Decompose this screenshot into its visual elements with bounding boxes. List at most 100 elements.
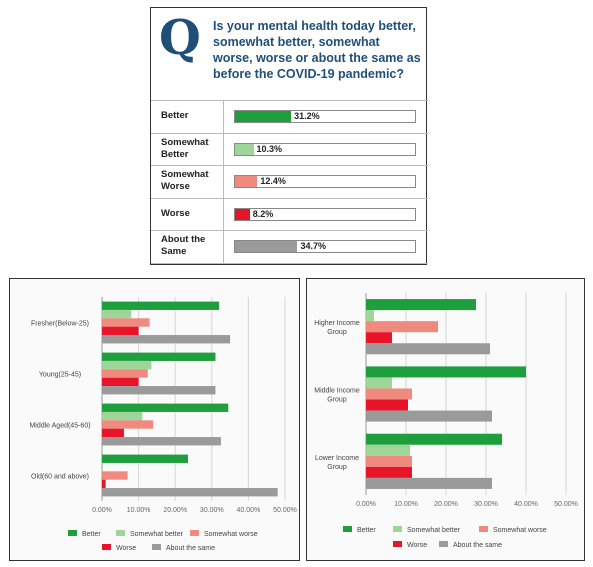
legend-label: Better xyxy=(357,527,376,534)
summary-row-divider xyxy=(223,101,224,134)
bar-better xyxy=(102,403,229,412)
legend-label: About the same xyxy=(166,545,215,552)
bar-worse xyxy=(366,399,408,411)
legend-label: Somewhat worse xyxy=(204,531,258,538)
bar-about-the-same xyxy=(366,477,492,489)
bar-somewhat-worse xyxy=(366,321,438,333)
summary-row-label: Somewhat Worse xyxy=(161,169,209,192)
bar-somewhat-better xyxy=(366,377,392,389)
summary-bar-track: 8.2% xyxy=(234,207,416,221)
summary-bar-track: 34.7% xyxy=(234,240,416,253)
legend-label: Somewhat worse xyxy=(493,527,547,534)
summary-row: About the Same 34.7% xyxy=(151,230,428,264)
legend-swatch xyxy=(152,544,161,550)
age-group-chart: 0.00% 10.00% 20.00% 30.00% 40.00% 50.00% Fresh… xyxy=(29,297,297,552)
bar-somewhat-worse xyxy=(102,471,128,480)
legend-label: Worse xyxy=(407,542,427,549)
bar-somewhat-better xyxy=(366,444,410,456)
bar-somewhat-worse xyxy=(366,388,412,400)
summary-row-label: Somewhat Better xyxy=(161,136,209,160)
summary-bar-value: 8.2% xyxy=(252,208,274,219)
x-tick-label: 20.00% xyxy=(434,501,458,508)
summary-bar-fill xyxy=(235,111,292,122)
summary-row-divider xyxy=(223,166,224,199)
summary-bar-fill xyxy=(235,176,258,187)
category-label: Young(25-45) xyxy=(39,372,81,379)
bar-better xyxy=(366,299,476,311)
summary-bar-value: 34.7% xyxy=(300,241,326,251)
summary-bar-fill xyxy=(235,143,254,155)
bar-better xyxy=(102,352,216,361)
x-tick-label: 0.00% xyxy=(356,501,376,508)
bar-about-the-same xyxy=(102,386,216,395)
summary-bottom-rule xyxy=(151,262,428,264)
x-tick-label: 40.00% xyxy=(237,507,261,514)
bar-worse xyxy=(102,377,139,387)
category-label: Middle Aged(45-60) xyxy=(29,423,90,430)
summary-row-divider xyxy=(223,198,224,231)
bar-worse xyxy=(102,428,124,438)
bar-better xyxy=(102,454,189,463)
legend-label: Somewhat better xyxy=(407,527,461,534)
bar-worse xyxy=(366,466,412,478)
bar-somewhat-better xyxy=(102,411,143,421)
bar-somewhat-better xyxy=(366,310,374,322)
bar-about-the-same xyxy=(102,488,278,497)
bar-better xyxy=(366,433,502,445)
category-label: Lower Income Group xyxy=(315,455,359,471)
bar-worse xyxy=(102,479,106,489)
summary-bar-value: 10.3% xyxy=(256,143,283,154)
x-tick-label: 50.00% xyxy=(273,507,297,514)
bar-about-the-same xyxy=(366,410,492,422)
category-label: Fresher(Below-25) xyxy=(31,321,89,328)
x-tick-label: 20.00% xyxy=(163,507,187,514)
bar-somewhat-worse xyxy=(102,369,148,378)
legend-swatch xyxy=(116,530,125,536)
legend-label: Worse xyxy=(116,545,136,552)
legend-swatch xyxy=(343,526,352,532)
summary-row-label: About the Same xyxy=(161,234,206,257)
bar-somewhat-better xyxy=(102,360,152,370)
category-label: Higher Income Group xyxy=(314,320,360,336)
x-tick-label: 50.00% xyxy=(554,501,578,508)
summary-bar-track: 12.4% xyxy=(234,175,416,188)
summary-row: Somewhat Worse 12.4% xyxy=(151,165,428,199)
legend-swatch xyxy=(479,526,488,532)
legend-swatch xyxy=(393,541,402,547)
summary-bar-track: 10.3% xyxy=(234,142,416,156)
summary-row-label: Worse xyxy=(161,207,190,219)
x-tick-label: 0.00% xyxy=(92,507,112,514)
summary-bar-value: 12.4% xyxy=(260,176,286,186)
legend-swatch xyxy=(439,541,448,547)
summary-row-label: Better xyxy=(161,110,189,121)
bar-about-the-same xyxy=(102,437,221,446)
bar-somewhat-worse xyxy=(102,318,150,327)
legend-swatch xyxy=(102,544,111,550)
x-tick-label: 30.00% xyxy=(474,501,498,508)
x-tick-label: 10.00% xyxy=(394,501,418,508)
bar-about-the-same xyxy=(102,335,231,344)
summary-row-divider xyxy=(223,231,224,264)
summary-row-divider xyxy=(223,133,224,166)
summary-bar-fill xyxy=(235,208,250,220)
bar-better xyxy=(102,301,220,310)
legend-label: Better xyxy=(82,531,101,538)
bar-somewhat-worse xyxy=(366,455,412,467)
legend-swatch xyxy=(393,526,402,532)
bar-about-the-same xyxy=(366,343,490,355)
summary-bar-fill xyxy=(235,241,298,252)
bar-somewhat-worse xyxy=(102,420,154,429)
x-tick-label: 40.00% xyxy=(514,501,538,508)
bar-better xyxy=(366,366,526,378)
x-tick-label: 10.00% xyxy=(127,507,151,514)
category-label: Old(60 and above) xyxy=(31,474,89,481)
legend-swatch xyxy=(68,530,77,536)
bar-somewhat-better xyxy=(102,309,132,319)
category-label: Middle Income Group xyxy=(314,388,360,404)
bar-worse xyxy=(366,332,392,344)
summary-row: Somewhat Better 10.3% xyxy=(151,132,428,166)
legend-label: About the same xyxy=(453,542,502,549)
summary-row: Better 31.2% xyxy=(151,100,428,134)
summary-row: Worse 8.2% xyxy=(151,197,428,231)
income-group-chart-panel: 0.00% 10.00% 20.00% 30.00% 40.00% 50.00% Highe… xyxy=(306,278,585,561)
